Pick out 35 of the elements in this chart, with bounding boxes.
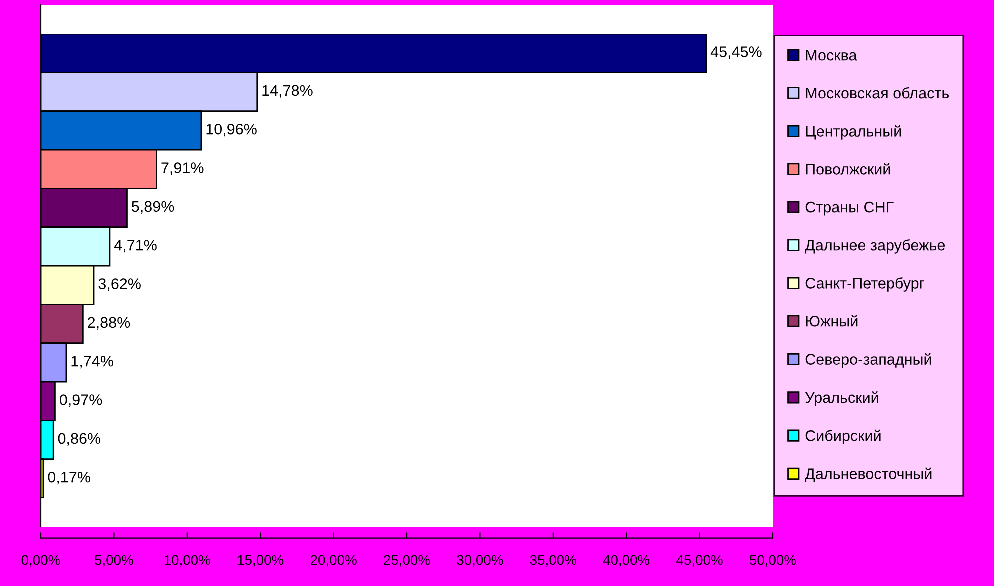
data-label: 0,86% (58, 433, 101, 446)
data-label: 2,88% (88, 317, 130, 330)
data-label: 0,17% (48, 472, 90, 485)
legend-label: Южный (806, 315, 858, 327)
data-label: 3,62% (98, 278, 141, 292)
legend-label: Страны СНГ (806, 202, 894, 216)
legend-label: Дальневосточный (805, 468, 932, 482)
x-tick-label: 45,00% (676, 555, 723, 567)
x-tick-label: 50,00% (750, 555, 796, 567)
data-label: 10,96% (206, 124, 257, 137)
legend-label: Дальнее зарубежье (805, 239, 946, 254)
legend-label: Северо-западный (806, 353, 932, 368)
legend-label: Санкт-Петербург (806, 278, 924, 292)
x-tick-label: 35,00% (530, 555, 576, 567)
x-tick-label: 40,00% (603, 555, 650, 567)
legend-label: Сибирский (806, 430, 881, 444)
legend-label: Центральный (806, 125, 902, 140)
data-label: 45,45% (710, 46, 762, 60)
data-label: 1,74% (72, 356, 114, 369)
x-tick-label: 20,00% (310, 555, 357, 567)
legend-label: Московская область (806, 87, 950, 99)
legend-label: Уральский (805, 392, 878, 406)
x-tick-label: 0,00% (22, 555, 60, 567)
data-label: 5,89% (132, 201, 174, 214)
x-tick-label: 15,00% (238, 555, 284, 567)
x-tick-label: 30,00% (457, 555, 504, 567)
legend-label: Поволжский (806, 163, 890, 175)
data-label: 14,78% (262, 85, 313, 98)
data-label: 4,71% (114, 240, 157, 253)
data-label: 0,97% (60, 394, 102, 408)
x-tick-label: 5,00% (95, 555, 134, 567)
x-tick-label: 10,00% (164, 555, 210, 567)
legend-label: Москва (806, 50, 858, 61)
data-label: 7,91% (162, 162, 204, 176)
x-tick-label: 25,00% (384, 555, 430, 567)
